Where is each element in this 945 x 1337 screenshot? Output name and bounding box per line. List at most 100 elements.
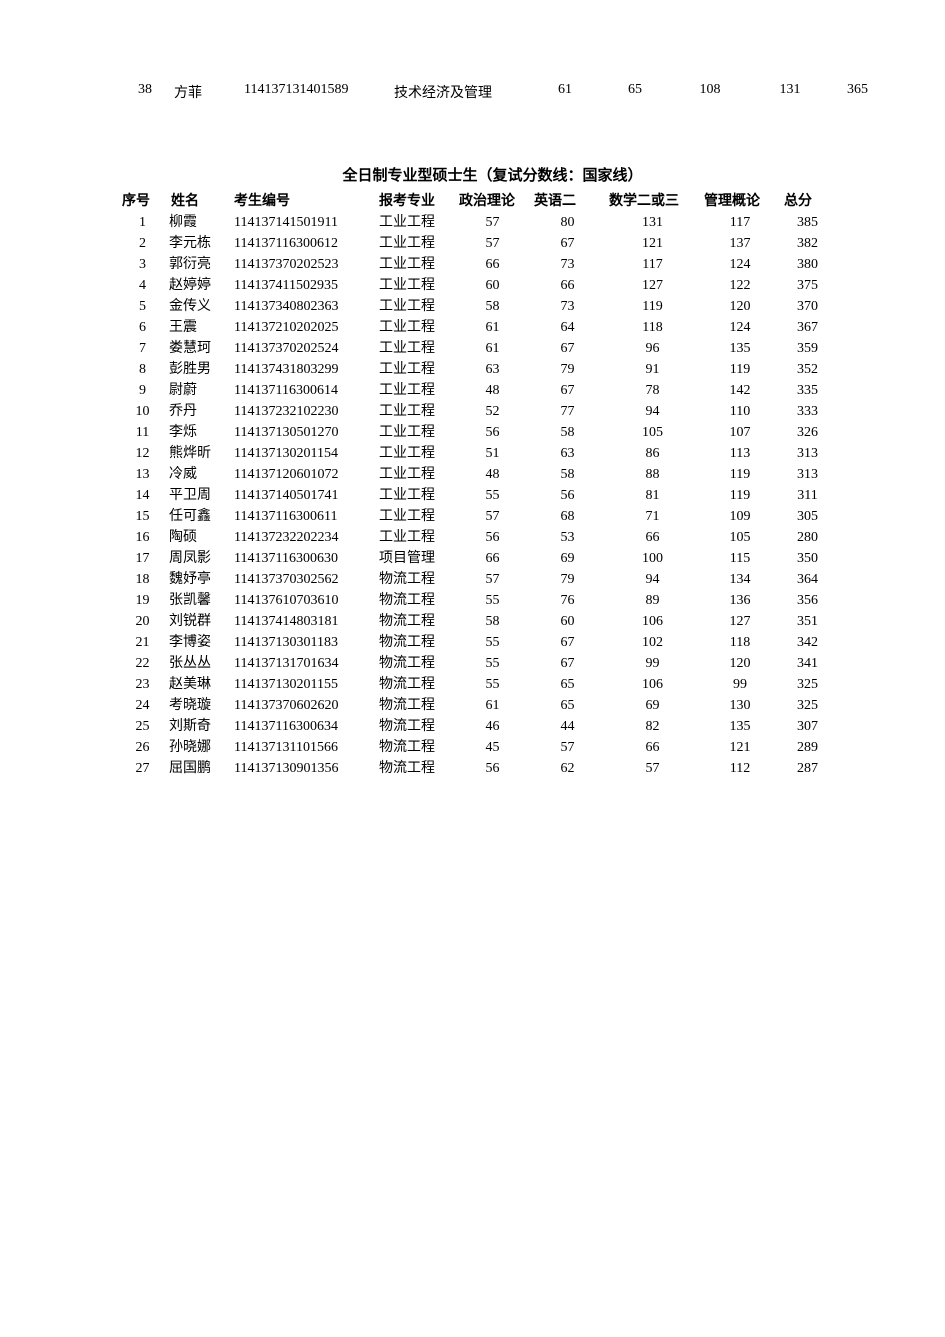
cell-management: 130: [700, 695, 780, 716]
cell-idx: 14: [120, 485, 165, 506]
top-major: 技术经济及管理: [390, 80, 530, 104]
cell-politics: 46: [455, 716, 530, 737]
cell-politics: 66: [455, 254, 530, 275]
cell-management: 119: [700, 359, 780, 380]
cell-idx: 16: [120, 527, 165, 548]
cell-management: 105: [700, 527, 780, 548]
cell-management: 120: [700, 653, 780, 674]
cell-number: 114137370302562: [230, 569, 375, 590]
cell-idx: 2: [120, 233, 165, 254]
cell-major: 工业工程: [375, 527, 455, 548]
cell-total: 305: [780, 506, 835, 527]
cell-management: 127: [700, 611, 780, 632]
cell-name: 李博姿: [165, 632, 230, 653]
cell-math: 71: [605, 506, 700, 527]
cell-number: 114137141501911: [230, 212, 375, 233]
cell-number: 114137370202523: [230, 254, 375, 275]
cell-politics: 55: [455, 485, 530, 506]
cell-total: 364: [780, 569, 835, 590]
cell-major: 工业工程: [375, 485, 455, 506]
cell-number: 114137130201155: [230, 674, 375, 695]
cell-number: 114137116300634: [230, 716, 375, 737]
cell-math: 86: [605, 443, 700, 464]
cell-total: 325: [780, 674, 835, 695]
cell-idx: 21: [120, 632, 165, 653]
cell-name: 赵婷婷: [165, 275, 230, 296]
cell-number: 114137414803181: [230, 611, 375, 632]
cell-management: 107: [700, 422, 780, 443]
cell-number: 114137116300611: [230, 506, 375, 527]
cell-math: 69: [605, 695, 700, 716]
cell-politics: 61: [455, 338, 530, 359]
cell-number: 114137130301183: [230, 632, 375, 653]
cell-management: 124: [700, 317, 780, 338]
cell-total: 342: [780, 632, 835, 653]
cell-total: 359: [780, 338, 835, 359]
cell-major: 工业工程: [375, 233, 455, 254]
cell-math: 57: [605, 758, 700, 779]
cell-management: 115: [700, 548, 780, 569]
scores-table: 序号 姓名 考生编号 报考专业 政治理论 英语二 数学二或三 管理概论 总分: [120, 191, 825, 212]
cell-idx: 13: [120, 464, 165, 485]
cell-management: 119: [700, 464, 780, 485]
cell-math: 131: [605, 212, 700, 233]
cell-english: 67: [530, 380, 605, 401]
cell-total: 380: [780, 254, 835, 275]
cell-math: 82: [605, 716, 700, 737]
cell-name: 郭衍亮: [165, 254, 230, 275]
cell-math: 106: [605, 674, 700, 695]
cell-management: 110: [700, 401, 780, 422]
cell-total: 333: [780, 401, 835, 422]
cell-major: 物流工程: [375, 590, 455, 611]
cell-math: 119: [605, 296, 700, 317]
header-math: 数学二或三: [605, 191, 700, 212]
cell-idx: 6: [120, 317, 165, 338]
header-idx: 序号: [120, 191, 165, 212]
cell-name: 刘锐群: [165, 611, 230, 632]
header-name: 姓名: [165, 191, 230, 212]
cell-major: 物流工程: [375, 737, 455, 758]
cell-management: 99: [700, 674, 780, 695]
cell-total: 367: [780, 317, 835, 338]
cell-name: 李元栋: [165, 233, 230, 254]
cell-english: 60: [530, 611, 605, 632]
cell-management: 122: [700, 275, 780, 296]
cell-major: 物流工程: [375, 569, 455, 590]
cell-major: 工业工程: [375, 296, 455, 317]
cell-major: 项目管理: [375, 548, 455, 569]
cell-total: 341: [780, 653, 835, 674]
cell-politics: 55: [455, 653, 530, 674]
cell-management: 119: [700, 485, 780, 506]
cell-math: 121: [605, 233, 700, 254]
cell-major: 物流工程: [375, 611, 455, 632]
cell-major: 工业工程: [375, 275, 455, 296]
cell-english: 67: [530, 233, 605, 254]
cell-major: 工业工程: [375, 443, 455, 464]
cell-idx: 17: [120, 548, 165, 569]
cell-english: 44: [530, 716, 605, 737]
header-politics: 政治理论: [455, 191, 530, 212]
table-title: 全日制专业型硕士生（复试分数线：国家线）: [160, 164, 825, 185]
cell-name: 陶硕: [165, 527, 230, 548]
cell-total: 313: [780, 464, 835, 485]
cell-name: 王震: [165, 317, 230, 338]
cell-name: 赵美琳: [165, 674, 230, 695]
cell-politics: 61: [455, 695, 530, 716]
cell-number: 114137140501741: [230, 485, 375, 506]
cell-politics: 56: [455, 527, 530, 548]
cell-english: 57: [530, 737, 605, 758]
cell-politics: 57: [455, 212, 530, 233]
cell-total: 289: [780, 737, 835, 758]
cell-total: 385: [780, 212, 835, 233]
cell-number: 114137116300630: [230, 548, 375, 569]
cell-politics: 57: [455, 569, 530, 590]
cell-name: 金传义: [165, 296, 230, 317]
cell-total: 351: [780, 611, 835, 632]
cell-management: 121: [700, 737, 780, 758]
cell-total: 280: [780, 527, 835, 548]
cell-total: 311: [780, 485, 835, 506]
top-score1: 61: [530, 80, 600, 104]
cell-number: 114137131701634: [230, 653, 375, 674]
cell-number: 114137232102230: [230, 401, 375, 422]
cell-major: 工业工程: [375, 506, 455, 527]
